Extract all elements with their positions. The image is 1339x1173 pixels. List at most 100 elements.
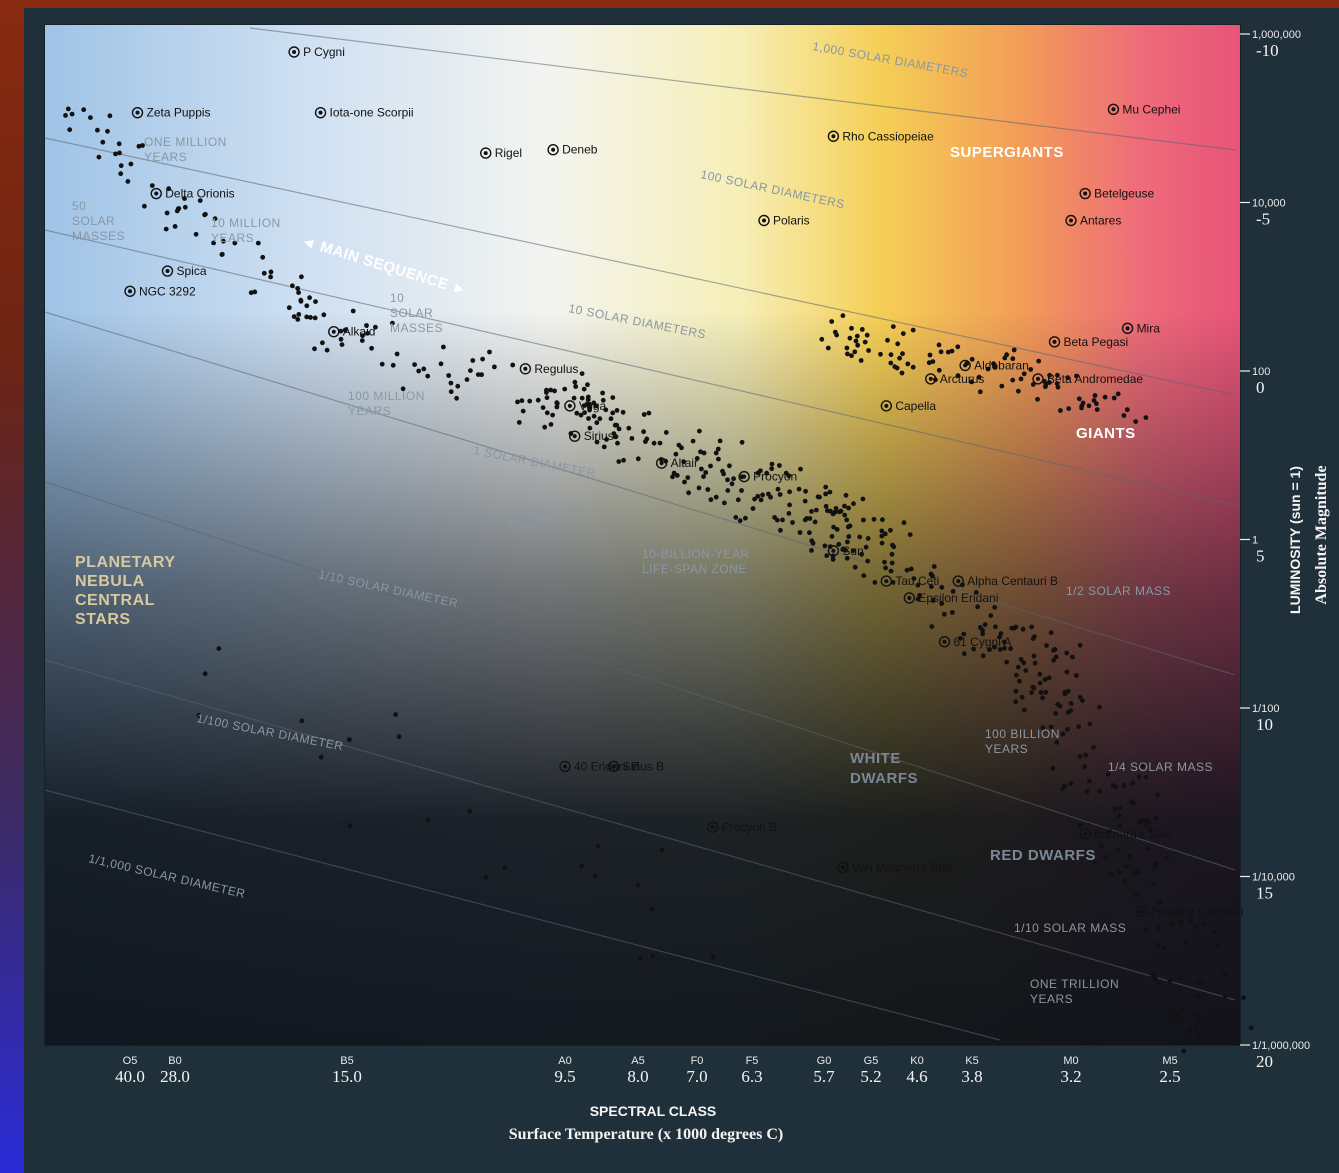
main-sequence-dot (701, 474, 706, 479)
named-star-label: 40 Eridani B (574, 759, 639, 773)
main-sequence-dot (880, 517, 885, 522)
giant-dot (848, 336, 853, 341)
giant-dot (1035, 397, 1040, 402)
red-dwarf-dot (1060, 786, 1065, 791)
diameter-line-label: 1 SOLAR DIAMETER (472, 443, 596, 480)
named-star-point (742, 475, 746, 479)
named-star-point (711, 825, 715, 829)
main-sequence-dot (883, 532, 888, 537)
main-sequence-dot (268, 275, 273, 280)
red-dwarf-dot (1066, 710, 1071, 715)
named-star: Beta Pegasi (1050, 335, 1129, 349)
main-sequence-dot (441, 345, 446, 350)
red-dwarf-dot (1195, 925, 1200, 930)
main-sequence-dot (697, 429, 702, 434)
main-sequence-dot (830, 534, 835, 539)
main-sequence-dot (520, 398, 525, 403)
named-star-point (841, 866, 845, 870)
giant-dot (900, 351, 905, 356)
named-star-label: Betelgeuse (1094, 187, 1154, 201)
main-sequence-dot (119, 163, 124, 168)
named-star-point (943, 640, 947, 644)
main-sequence-dot (307, 295, 312, 300)
main-sequence-dot (823, 492, 828, 497)
red-dwarf-dot (1188, 1029, 1193, 1034)
main-sequence-dot (468, 368, 473, 373)
main-sequence-dot (312, 346, 317, 351)
main-sequence-dot (527, 399, 532, 404)
annotation-label: 1/10 SOLAR MASS (1014, 921, 1126, 935)
main-sequence-dot (861, 573, 866, 578)
red-dwarf-dot (1087, 779, 1092, 784)
region-label: 10-BILLION-YEAR (642, 547, 750, 561)
giant-dot (911, 328, 916, 333)
giant-dot (860, 327, 865, 332)
planetary-nebula-label: CENTRAL (75, 592, 155, 609)
main-sequence-dot (292, 314, 297, 319)
main-sequence-dot (369, 346, 374, 351)
giant-dot (937, 343, 942, 348)
named-star-label: Deneb (562, 143, 598, 157)
annotation-label: 10 (390, 291, 404, 305)
main-sequence-dot (549, 422, 554, 427)
main-sequence-dot (880, 541, 885, 546)
giant-dot (1116, 392, 1121, 397)
main-sequence-dot (299, 274, 304, 279)
main-sequence-dot (679, 445, 684, 450)
named-star-point (963, 363, 967, 367)
x-tick-temp: 5.7 (813, 1067, 835, 1086)
main-sequence-dot (988, 613, 993, 618)
main-sequence-dot (672, 471, 677, 476)
main-sequence-dot (97, 155, 102, 160)
main-sequence-dot (598, 416, 603, 421)
named-star: Procyon B (708, 820, 777, 834)
red-dwarf-dot (1180, 1007, 1185, 1012)
giant-dot (854, 339, 859, 344)
main-sequence-dot (610, 395, 615, 400)
main-sequence-dot (844, 493, 849, 498)
named-star: Barnard's Star (1080, 827, 1170, 841)
named-star-point (292, 50, 296, 54)
main-sequence-dot (142, 204, 147, 209)
red-dwarf-dot (1196, 1033, 1201, 1038)
main-sequence-dot (176, 206, 181, 211)
red-dwarf-dot (1031, 685, 1036, 690)
main-sequence-dot (313, 299, 318, 304)
main-sequence-dot (902, 520, 907, 525)
y-tick-magnitude: 15 (1256, 884, 1273, 903)
main-sequence-dot (621, 410, 626, 415)
named-star: Procyon (739, 470, 797, 484)
giant-dot (863, 340, 868, 345)
main-sequence-dot (685, 475, 690, 480)
red-dwarf-dot (1076, 724, 1081, 729)
named-star-label: Tau Ceti (895, 574, 939, 588)
named-star: Mira (1123, 321, 1161, 335)
named-star-point (551, 148, 555, 152)
white-dwarf-dot (650, 907, 655, 912)
main-sequence-dot (220, 252, 225, 257)
annotation-label: 1/2 SOLAR MASS (1066, 584, 1171, 598)
main-sequence-dot (721, 472, 726, 477)
red-dwarf-dot (1097, 789, 1102, 794)
annotation-label: 1/4 SOLAR MASS (1108, 760, 1213, 774)
red-dwarf-dot (1110, 783, 1115, 788)
giant-dot (859, 358, 864, 363)
giant-dot (939, 349, 944, 354)
main-sequence-dot (476, 372, 481, 377)
giant-dot (901, 331, 906, 336)
named-star-point (136, 111, 140, 115)
annotation-label: YEARS (985, 742, 1028, 756)
main-sequence-dot (582, 387, 587, 392)
main-sequence-dot (67, 127, 72, 132)
main-sequence-dot (760, 493, 765, 498)
main-sequence-dot (831, 557, 836, 562)
main-sequence-dot (555, 401, 560, 406)
y-tick-magnitude: 5 (1256, 547, 1265, 566)
main-sequence-dot (882, 560, 887, 565)
red-dwarf-dot (1031, 636, 1036, 641)
giant-dot (865, 333, 870, 338)
main-sequence-dot (844, 518, 849, 523)
red-dwarf-dot (1153, 865, 1158, 870)
giant-dot (849, 326, 854, 331)
named-star-label: NGC 3292 (139, 284, 196, 298)
